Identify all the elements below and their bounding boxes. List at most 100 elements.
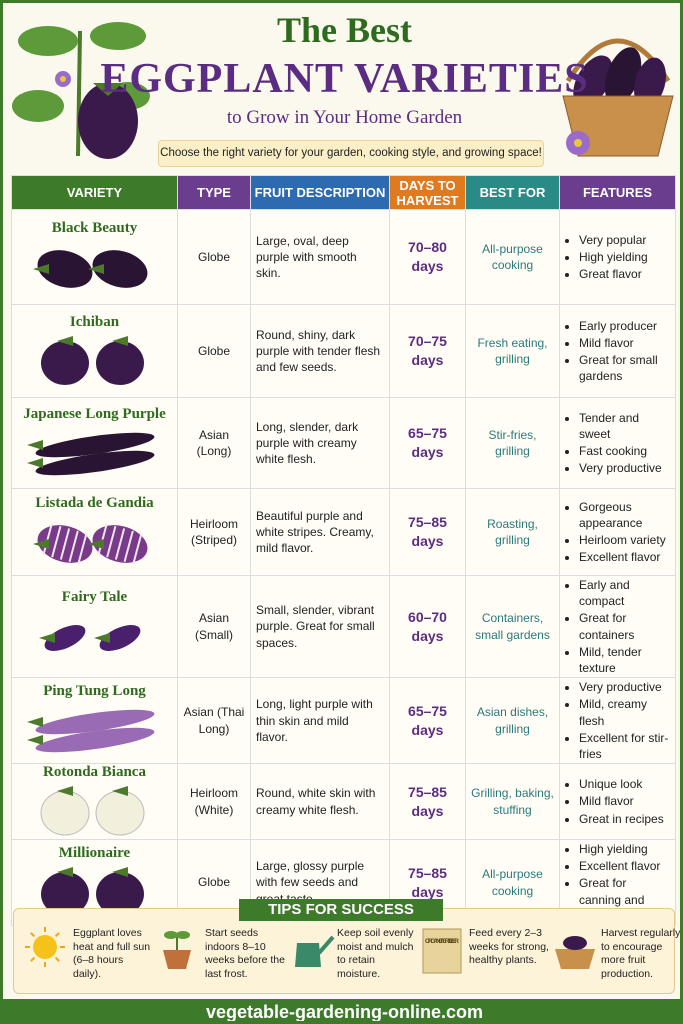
- subtitle: to Grow in Your Home Garden: [226, 107, 463, 128]
- stripe: [42, 523, 53, 555]
- feature: Great flavor: [579, 266, 670, 282]
- features-list: Early and compactGreat for containersMil…: [565, 577, 670, 676]
- column-header: DAYS TO HARVEST: [389, 175, 466, 210]
- days-cell: 70–75 days: [389, 304, 466, 398]
- eggplant-cap: [111, 786, 128, 797]
- eggplant-cap: [111, 335, 128, 346]
- best-for-cell: Roasting, grilling: [465, 488, 560, 576]
- feature: Very productive: [579, 460, 670, 476]
- tip-icon: [163, 931, 191, 969]
- feature: Mild, tender texture: [579, 644, 670, 676]
- stripe: [76, 532, 87, 564]
- days-to-harvest: 75–85 days: [408, 514, 447, 549]
- table-row: Listada de Gandia Heirloom (Striped) Beaut…: [11, 488, 676, 576]
- description-cell: Long, light purple with thin skin and mi…: [250, 677, 390, 765]
- variety-name: Millionaire: [58, 845, 131, 862]
- eggplant-cap: [26, 439, 43, 450]
- tip-icon: [25, 927, 65, 967]
- eggplant-cap: [87, 538, 104, 549]
- footer: vegetable-gardening-online.com: [3, 999, 680, 1021]
- stripe: [114, 527, 125, 560]
- tip-text: Keep soil evenly moist and mulch to reta…: [337, 927, 414, 980]
- feature: Mild flavor: [579, 793, 670, 809]
- features-list: Unique lookMild flavor Great in recipes: [565, 776, 670, 827]
- basket: [555, 949, 595, 969]
- description-cell: Round, shiny, dark purple with tender fl…: [250, 304, 390, 398]
- eggplant-illustration: [32, 249, 147, 288]
- eggplant: [99, 625, 140, 652]
- eggplant-cap: [87, 263, 104, 274]
- variety-name: Black Beauty: [51, 219, 138, 236]
- leaf: [176, 931, 190, 939]
- days-to-harvest: 75–85 days: [408, 864, 447, 900]
- days-to-harvest: 60–70 days: [408, 608, 447, 644]
- column-header: VARIETY: [11, 175, 178, 210]
- sun-ray: [30, 956, 36, 962]
- eggplant-illustration: [32, 523, 147, 564]
- table-row: Rotonda Bianca Heirloom (White) Round, whi…: [11, 763, 676, 841]
- eggplant-cap: [26, 717, 43, 728]
- sun-ray: [30, 932, 36, 938]
- best-for-cell: Stir-fries, grilling: [465, 397, 560, 489]
- variety-name: Ping Tung Long: [43, 683, 146, 700]
- days-cell: 75–85 days: [389, 763, 466, 841]
- tip-icon: ORGANIC FERTILIZER: [422, 928, 462, 974]
- fertilizer-label: ORGANIC FERTILIZER: [425, 938, 459, 945]
- features-list: Gorgeous appearanceHeirloom varietyExcel…: [565, 499, 670, 566]
- eggplant-cap: [56, 867, 73, 878]
- feature: Very popular: [579, 232, 670, 248]
- stripe: [97, 523, 108, 555]
- eggplant: [35, 432, 154, 457]
- feature: Excellent for stir-fries: [579, 730, 670, 762]
- variety-name: Japanese Long Purple: [23, 405, 166, 422]
- basket-illustration: [562, 38, 674, 157]
- eggplant-cap: [26, 735, 43, 746]
- variety-cell: Rotonda Bianca: [11, 763, 178, 841]
- eggplant: [95, 872, 144, 917]
- features-cell: Early producerMild flavorGreat for small…: [559, 304, 676, 398]
- variety-cell: Listada de Gandia: [11, 488, 178, 576]
- days-cell: 75–85 days: [389, 488, 466, 576]
- best-for-cell: Asian dishes, grilling: [465, 677, 560, 765]
- eggplant-illustration: [40, 786, 144, 836]
- spout: [317, 935, 335, 955]
- title-line: The Best: [277, 10, 412, 50]
- feature: Early and compact: [579, 577, 670, 609]
- tip-text: Start seeds indoors 8–10 weeks before th…: [205, 927, 285, 980]
- sun: [33, 935, 57, 959]
- sun-ray: [54, 932, 60, 938]
- variety-name: Ichiban: [69, 313, 120, 330]
- feature: Great in recipes: [579, 811, 670, 827]
- eggplant: [40, 340, 89, 385]
- leaf: [164, 931, 178, 939]
- best-for-cell: All-purpose cooking: [465, 209, 560, 305]
- title-main: EGGPLANT VARIETIES: [100, 56, 589, 102]
- variety-name: Rotonda Bianca: [43, 764, 146, 781]
- features-cell: Gorgeous appearanceHeirloom varietyExcel…: [559, 488, 676, 576]
- description-cell: Small, slender, vibrant purple. Great fo…: [250, 574, 390, 679]
- days-cell: 65–75 days: [389, 677, 466, 765]
- features-list: Very productiveMild, creamy fleshExcelle…: [565, 679, 670, 762]
- features-list: Tender and sweetFast cookingVery product…: [565, 410, 670, 477]
- feature: High yielding: [579, 249, 670, 265]
- varieties-table: VARIETY TYPE FRUIT DESCRIPTION DAYS TO HARV…: [11, 175, 676, 926]
- eggplant: [35, 450, 154, 475]
- feature: Early producer: [579, 318, 670, 334]
- eggplant-cap: [38, 633, 55, 644]
- days-cell: 60–70 days: [389, 574, 466, 679]
- variety-cell: Ping Tung Long: [11, 677, 178, 765]
- type-cell: Globe: [177, 304, 251, 398]
- features-cell: Very popularHigh yieldingGreat flavor: [559, 209, 676, 305]
- eggplant-illustration: [40, 335, 144, 385]
- tip-text: Eggplant loves heat and full sun (6–8 ho…: [73, 927, 151, 980]
- table-row: Ichiban Globe Round, shiny, dark purple wi…: [11, 304, 676, 398]
- days-to-harvest: 70–80 days: [408, 239, 447, 274]
- eggplant: [37, 249, 92, 288]
- column-header: BEST FOR: [465, 175, 560, 210]
- stripe: [68, 530, 79, 562]
- eggplant-illustration: [26, 709, 154, 753]
- column-header: FRUIT DESCRIPTION: [250, 175, 390, 210]
- eggplant: [35, 727, 154, 753]
- features-list: Early producerMild flavorGreat for small…: [565, 318, 670, 385]
